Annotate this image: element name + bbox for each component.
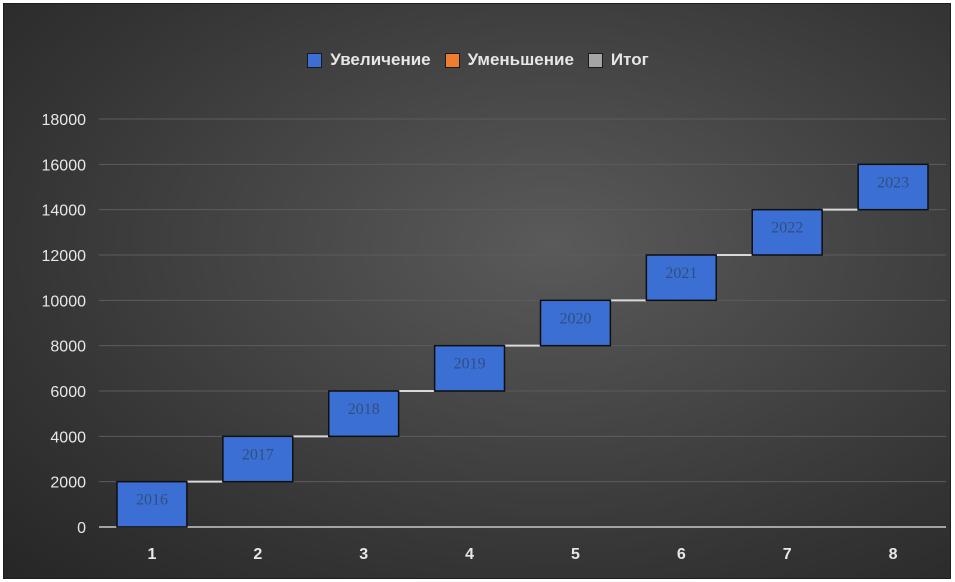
- chart-legend: Увеличение Уменьшение Итог: [4, 50, 950, 70]
- legend-label-decrease: Уменьшение: [467, 50, 574, 69]
- y-tick-label: 12000: [42, 248, 87, 265]
- x-tick-label: 6: [677, 546, 686, 563]
- waterfall-bar: [433, 344, 506, 392]
- y-tick-label: 14000: [42, 203, 87, 220]
- bar-data-label: 2017: [242, 446, 274, 463]
- y-tick-label: 8000: [50, 339, 86, 356]
- x-tick-label: 3: [359, 546, 368, 563]
- x-tick-label: 7: [783, 546, 792, 563]
- y-tick-label: 0: [77, 520, 86, 537]
- bar-data-label: 2020: [559, 310, 591, 327]
- waterfall-bar: [857, 163, 929, 211]
- waterfall-bar: [222, 435, 294, 483]
- x-tick-label: 2: [253, 546, 262, 563]
- legend-swatch-total: [587, 52, 603, 68]
- y-tick-label: 16000: [42, 157, 87, 174]
- x-tick-label: 4: [465, 546, 474, 563]
- legend-item-total: Итог: [587, 50, 649, 70]
- waterfall-bar: [539, 299, 612, 347]
- waterfall-bar: [645, 254, 718, 302]
- waterfall-bar: [327, 390, 400, 438]
- chart-frame: Увеличение Уменьшение Итог 0 2000 4000 6000…: [3, 3, 951, 579]
- x-tick-label: 8: [889, 546, 898, 563]
- legend-item-increase: Увеличение: [307, 50, 431, 70]
- legend-swatch-decrease: [444, 52, 460, 68]
- waterfall-bar: [116, 480, 188, 528]
- y-tick-label: 18000: [42, 112, 87, 129]
- bar-data-label: 2016: [136, 492, 168, 509]
- legend-swatch-increase: [307, 52, 323, 68]
- waterfall-bar: [751, 208, 823, 256]
- legend-label-increase: Увеличение: [330, 50, 431, 69]
- chart-plot: 0 2000 4000 6000 8000 10000 12000 14000 16000 180…: [42, 112, 946, 563]
- y-tick-label: 6000: [50, 384, 86, 401]
- y-tick-label: 10000: [42, 293, 87, 310]
- y-tick-label: 2000: [50, 475, 86, 492]
- y-tick-label: 4000: [50, 429, 86, 446]
- bar-data-label: 2019: [454, 356, 486, 373]
- legend-item-decrease: Уменьшение: [444, 50, 574, 70]
- legend-label-total: Итог: [610, 50, 649, 69]
- x-tick-label: 1: [147, 546, 156, 563]
- bar-data-label: 2022: [771, 220, 803, 237]
- bar-data-label: 2021: [665, 265, 697, 282]
- bar-data-label: 2018: [348, 401, 380, 418]
- x-tick-label: 5: [571, 546, 580, 563]
- bar-data-label: 2023: [877, 174, 909, 191]
